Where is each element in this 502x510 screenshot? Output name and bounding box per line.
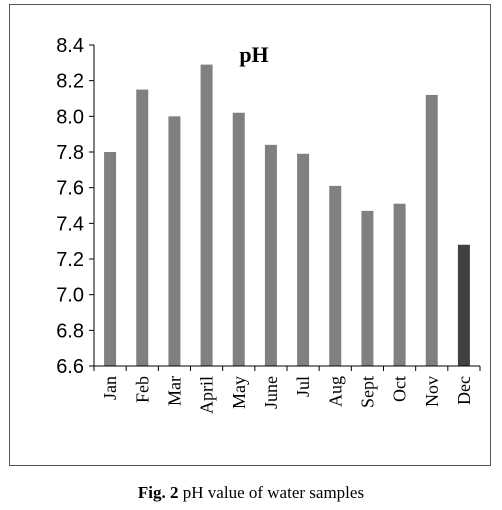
x-tick-label: Jan (100, 376, 120, 400)
y-tick-label: 6.8 (56, 320, 84, 342)
figure-caption: Fig. 2 pH value of water samples (0, 483, 502, 503)
y-tick-label: 7.8 (56, 142, 84, 164)
y-tick-label: 8.4 (56, 35, 84, 57)
x-tick-label: Oct (390, 376, 410, 402)
x-tick-label: Nov (422, 376, 442, 407)
bar-june (264, 144, 277, 366)
y-tick-label: 6.6 (56, 356, 84, 378)
x-tick-label: Sept (357, 376, 377, 408)
x-tick-label: Feb (132, 376, 152, 403)
bar-sept (361, 210, 374, 366)
x-axis: Jan Feb Mar April May June Jul Aug Sept Oct Nov Dec (93, 365, 481, 414)
x-tick-label: May (229, 376, 249, 409)
y-tick-label: 7.0 (56, 285, 84, 307)
bar-nov (425, 94, 438, 366)
bar-jul (297, 153, 310, 366)
y-tick-label: 8.0 (56, 106, 84, 128)
bar-oct (393, 203, 406, 366)
bars (104, 64, 470, 367)
bar-aug (329, 185, 342, 366)
x-tick-label: Jul (293, 376, 313, 397)
x-tick-label: Dec (454, 376, 474, 405)
chart-title: pH (239, 42, 268, 67)
bar-dec (457, 244, 470, 366)
x-tick-label: Aug (325, 376, 345, 407)
x-tick-label: April (197, 376, 217, 414)
y-tick-label: 7.6 (56, 178, 84, 200)
y-tick-label: 7.4 (56, 213, 84, 235)
x-tick-label: June (261, 376, 281, 409)
y-tick-label: 7.2 (56, 249, 84, 271)
y-tick-label: 8.2 (56, 71, 84, 93)
bar-feb (136, 89, 149, 366)
caption-text: pH value of water samples (178, 483, 365, 502)
bar-may (232, 112, 245, 367)
bar-april (200, 64, 213, 366)
bar-mar (168, 116, 181, 366)
y-axis: 6.6 6.8 7.0 7.2 7.4 7.6 7.8 8.0 8.2 8.4 (56, 35, 95, 378)
bar-jan (104, 152, 117, 366)
bar-chart: 6.6 6.8 7.0 7.2 7.4 7.6 7.8 8.0 8.2 8.4 Jan Feb Mar… (56, 35, 481, 414)
x-tick-label: Mar (164, 376, 184, 406)
caption-prefix: Fig. 2 (137, 483, 179, 502)
